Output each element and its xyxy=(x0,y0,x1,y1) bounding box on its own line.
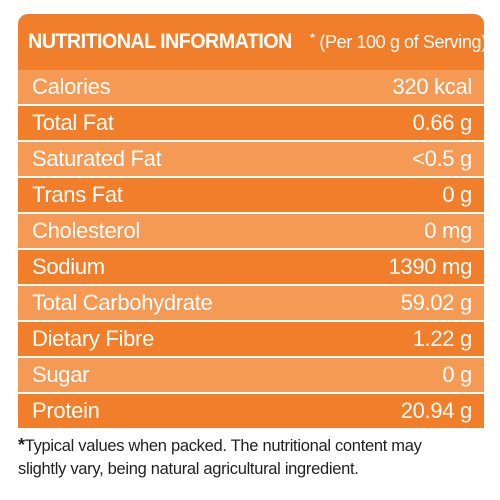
nutrient-value: 1.22 g xyxy=(412,326,473,351)
nutrient-value: 0 g xyxy=(442,362,472,387)
footnote-line-2: slightly vary, being natural agricultura… xyxy=(18,460,359,478)
nutrition-title-band: NUTRITIONAL INFORMATION * (Per 100 g of … xyxy=(18,14,484,70)
footnote-text-1: Typical values when packed. The nutritio… xyxy=(24,437,422,455)
nutrient-row-protein: Protein 20.94 g xyxy=(18,394,484,428)
nutrient-row-sodium: Sodium 1390 mg xyxy=(18,250,484,284)
nutrient-row-saturated-fat: Saturated Fat <0.5 g xyxy=(18,142,484,176)
footnote: *Typical values when packed. The nutriti… xyxy=(18,434,488,481)
nutrient-value: 1390 mg xyxy=(388,254,472,279)
nutrition-title: NUTRITIONAL INFORMATION xyxy=(28,30,292,53)
nutrient-row-calories: Calories 320 kcal xyxy=(18,70,484,104)
nutrient-label: Calories xyxy=(32,74,111,99)
nutrient-label: Saturated Fat xyxy=(32,146,162,171)
footnote-line-1: *Typical values when packed. The nutriti… xyxy=(18,434,488,458)
nutrient-label: Total Fat xyxy=(32,110,114,135)
nutrient-value: 0.66 g xyxy=(412,110,473,135)
nutrient-label: Cholesterol xyxy=(32,218,140,243)
nutrient-row-total-fat: Total Fat 0.66 g xyxy=(18,106,484,140)
nutrient-label: Total Carbohydrate xyxy=(32,290,213,315)
nutrition-panel: NUTRITIONAL INFORMATION * (Per 100 g of … xyxy=(18,14,484,430)
nutrient-value: 320 kcal xyxy=(392,74,472,99)
nutrient-value: 0 mg xyxy=(424,218,472,243)
nutrient-value: <0.5 g xyxy=(412,146,472,171)
nutrient-label: Trans Fat xyxy=(32,182,123,207)
nutrient-label: Sugar xyxy=(32,362,90,387)
nutrient-row-trans-fat: Trans Fat 0 g xyxy=(18,178,484,212)
title-asterisk: * xyxy=(309,29,316,47)
nutrient-row-total-carbohydrate: Total Carbohydrate 59.02 g xyxy=(18,286,484,320)
serving-size-note: (Per 100 g of Serving) xyxy=(319,31,484,52)
nutrient-label: Sodium xyxy=(32,254,105,279)
footnote-asterisk: * xyxy=(18,435,25,455)
nutrient-label: Dietary Fibre xyxy=(32,326,155,351)
nutrient-value: 0 g xyxy=(442,182,472,207)
nutrient-value: 20.94 g xyxy=(400,398,473,423)
nutrient-row-dietary-fibre: Dietary Fibre 1.22 g xyxy=(18,322,484,356)
nutrient-row-sugar: Sugar 0 g xyxy=(18,358,484,392)
nutrient-label: Protein xyxy=(32,398,100,423)
nutrient-row-cholesterol: Cholesterol 0 mg xyxy=(18,214,484,248)
nutrient-value: 59.02 g xyxy=(400,290,473,315)
